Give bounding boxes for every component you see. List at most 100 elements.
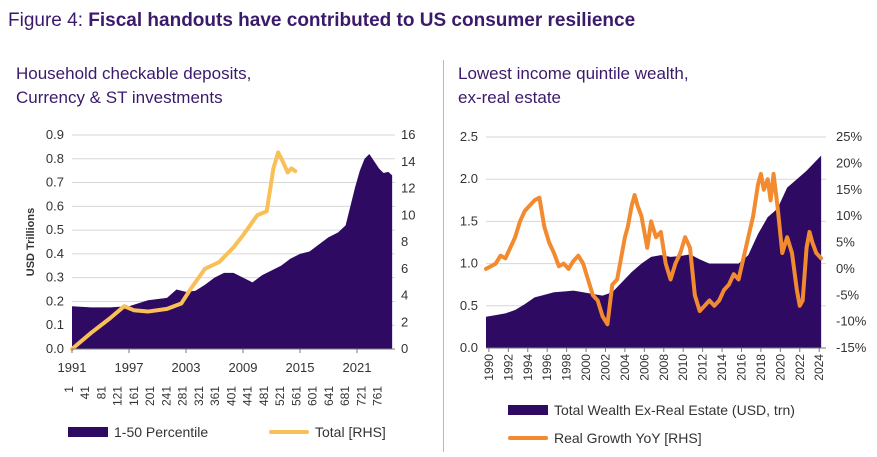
right-ytick-label: 0.5 — [460, 298, 478, 313]
right-ytick-label: 0.0 — [460, 340, 478, 355]
legend-swatch-real-growth — [508, 436, 548, 440]
right-area-series — [486, 155, 822, 348]
right-y2tick-label: 20% — [836, 155, 862, 170]
right-ytick-label: 1.0 — [460, 256, 478, 271]
right-xtick-label: 1998 — [560, 354, 574, 381]
left-xtick-index-label: 401 — [224, 386, 238, 406]
left-y2tick-label: 10 — [401, 207, 415, 222]
right-chart-title: Lowest income quintile wealth, ex-real e… — [458, 62, 689, 110]
right-line-series — [484, 171, 824, 327]
left-xtick-index-label: 361 — [208, 386, 222, 406]
legend-swatch-1-50-percentile — [68, 427, 108, 437]
left-ytick-label: 0.0 — [46, 341, 64, 356]
right-xtick-label: 2000 — [579, 354, 593, 381]
right-xtick-label: 2020 — [773, 354, 787, 381]
legend-1-50-percentile: 1-50 Percentile — [68, 424, 208, 440]
right-xtick-label: 2016 — [734, 354, 748, 381]
right-y2tick-label: -15% — [836, 340, 867, 355]
legend-label-total-wealth: Total Wealth Ex-Real Estate (USD, trn) — [554, 402, 795, 418]
left-y2tick-label: 8 — [401, 234, 408, 249]
left-y2tick-label: 0 — [401, 341, 408, 356]
left-y2tick-label: 2 — [401, 314, 408, 329]
right-y2tick-label: 25% — [836, 129, 862, 144]
left-ytick-label: 0.1 — [46, 317, 64, 332]
right-y2tick-label: -10% — [836, 314, 867, 329]
figure-title: Figure 4: Fiscal handouts have contribut… — [8, 10, 635, 32]
right-y2tick-label: 0% — [836, 261, 855, 276]
left-xtick-index-label: 521 — [273, 386, 287, 406]
left-xtick-index-label: 201 — [143, 386, 157, 406]
right-xtick-label: 2018 — [754, 354, 768, 381]
right-y2tick-label: -5% — [836, 287, 860, 302]
left-ytick-label: 0.7 — [46, 175, 64, 190]
right-xtick-label: 2002 — [598, 354, 612, 381]
right-xtick-label: 1992 — [501, 354, 515, 381]
left-ytick-label: 0.4 — [46, 246, 64, 261]
left-y2tick-label: 14 — [401, 154, 415, 169]
left-xtick-year-label: 2009 — [229, 360, 258, 375]
left-y2tick-label: 16 — [401, 127, 415, 142]
right-xtick-label: 1996 — [540, 354, 554, 381]
right-chart-title-line2: ex-real estate — [458, 88, 561, 107]
left-ytick-label: 0.9 — [46, 127, 64, 142]
right-xtick-label: 1994 — [521, 354, 535, 381]
left-y-axis-title: USD Trillions — [25, 208, 37, 276]
left-xtick-year-label: 2021 — [343, 360, 372, 375]
right-y2tick-label: 5% — [836, 235, 855, 250]
figure-number: Figure 4: — [8, 10, 89, 31]
left-y2tick-label: 6 — [401, 261, 408, 276]
left-area-series — [72, 154, 393, 349]
legend-label-real-growth: Real Growth YoY [RHS] — [554, 430, 702, 446]
left-xtick-year-label: 2015 — [286, 360, 315, 375]
left-xtick-index-label: 641 — [322, 386, 336, 406]
left-xtick-index-label: 761 — [371, 386, 385, 406]
right-ytick-label: 2.0 — [460, 171, 478, 186]
panel-divider — [443, 60, 444, 452]
right-xtick-label: 2012 — [696, 354, 710, 381]
left-xtick-year-label: 1991 — [58, 360, 87, 375]
legend-total-rhs: Total [RHS] — [269, 424, 386, 440]
right-y2tick-label: 15% — [836, 182, 862, 197]
right-xtick-label: 2006 — [637, 354, 651, 381]
legend-swatch-total-rhs — [269, 430, 309, 434]
left-xtick-index-label: 81 — [94, 386, 108, 400]
right-ytick-label: 2.5 — [460, 129, 478, 144]
right-xtick-label: 2014 — [715, 354, 729, 381]
left-xtick-index-label: 481 — [257, 386, 271, 406]
left-xtick-index-label: 1 — [62, 386, 76, 393]
left-xtick-index-label: 681 — [338, 386, 352, 406]
legend-total-wealth: Total Wealth Ex-Real Estate (USD, trn) — [508, 402, 795, 418]
left-xtick-year-label: 1997 — [115, 360, 144, 375]
left-xtick-index-label: 161 — [127, 386, 141, 406]
left-xtick-index-label: 441 — [241, 386, 255, 406]
left-xtick-index-label: 121 — [111, 386, 125, 406]
left-line-series — [70, 150, 298, 351]
right-chart-title-line1: Lowest income quintile wealth, — [458, 64, 689, 83]
left-xtick-index-label: 241 — [159, 386, 173, 406]
left-chart-title-line2: Currency & ST investments — [16, 88, 223, 107]
left-y2tick-label: 4 — [401, 288, 408, 303]
left-xtick-index-label: 721 — [354, 386, 368, 406]
right-xtick-label: 2010 — [676, 354, 690, 381]
right-xtick-label: 1990 — [482, 354, 496, 381]
left-xtick-index-label: 601 — [306, 386, 320, 406]
left-chart-title-line1: Household checkable deposits, — [16, 64, 252, 83]
left-xtick-index-label: 41 — [78, 386, 92, 400]
legend-label-1-50-percentile: 1-50 Percentile — [114, 424, 209, 440]
right-xtick-label: 2022 — [793, 354, 807, 381]
left-ytick-label: 0.3 — [46, 270, 64, 285]
left-y2tick-label: 12 — [401, 181, 415, 196]
legend-label-total-rhs: Total [RHS] — [315, 424, 386, 440]
right-xtick-label: 2004 — [618, 354, 632, 381]
left-ytick-label: 0.8 — [46, 151, 64, 166]
right-xtick-label: 2008 — [657, 354, 671, 381]
right-y2tick-label: 10% — [836, 208, 862, 223]
right-xtick-label: 2024 — [812, 354, 826, 381]
left-chart-title: Household checkable deposits, Currency &… — [16, 62, 251, 110]
left-xtick-year-label: 2003 — [172, 360, 201, 375]
left-ytick-label: 0.2 — [46, 293, 64, 308]
legend-swatch-total-wealth — [508, 405, 548, 415]
left-xtick-index-label: 561 — [289, 386, 303, 406]
